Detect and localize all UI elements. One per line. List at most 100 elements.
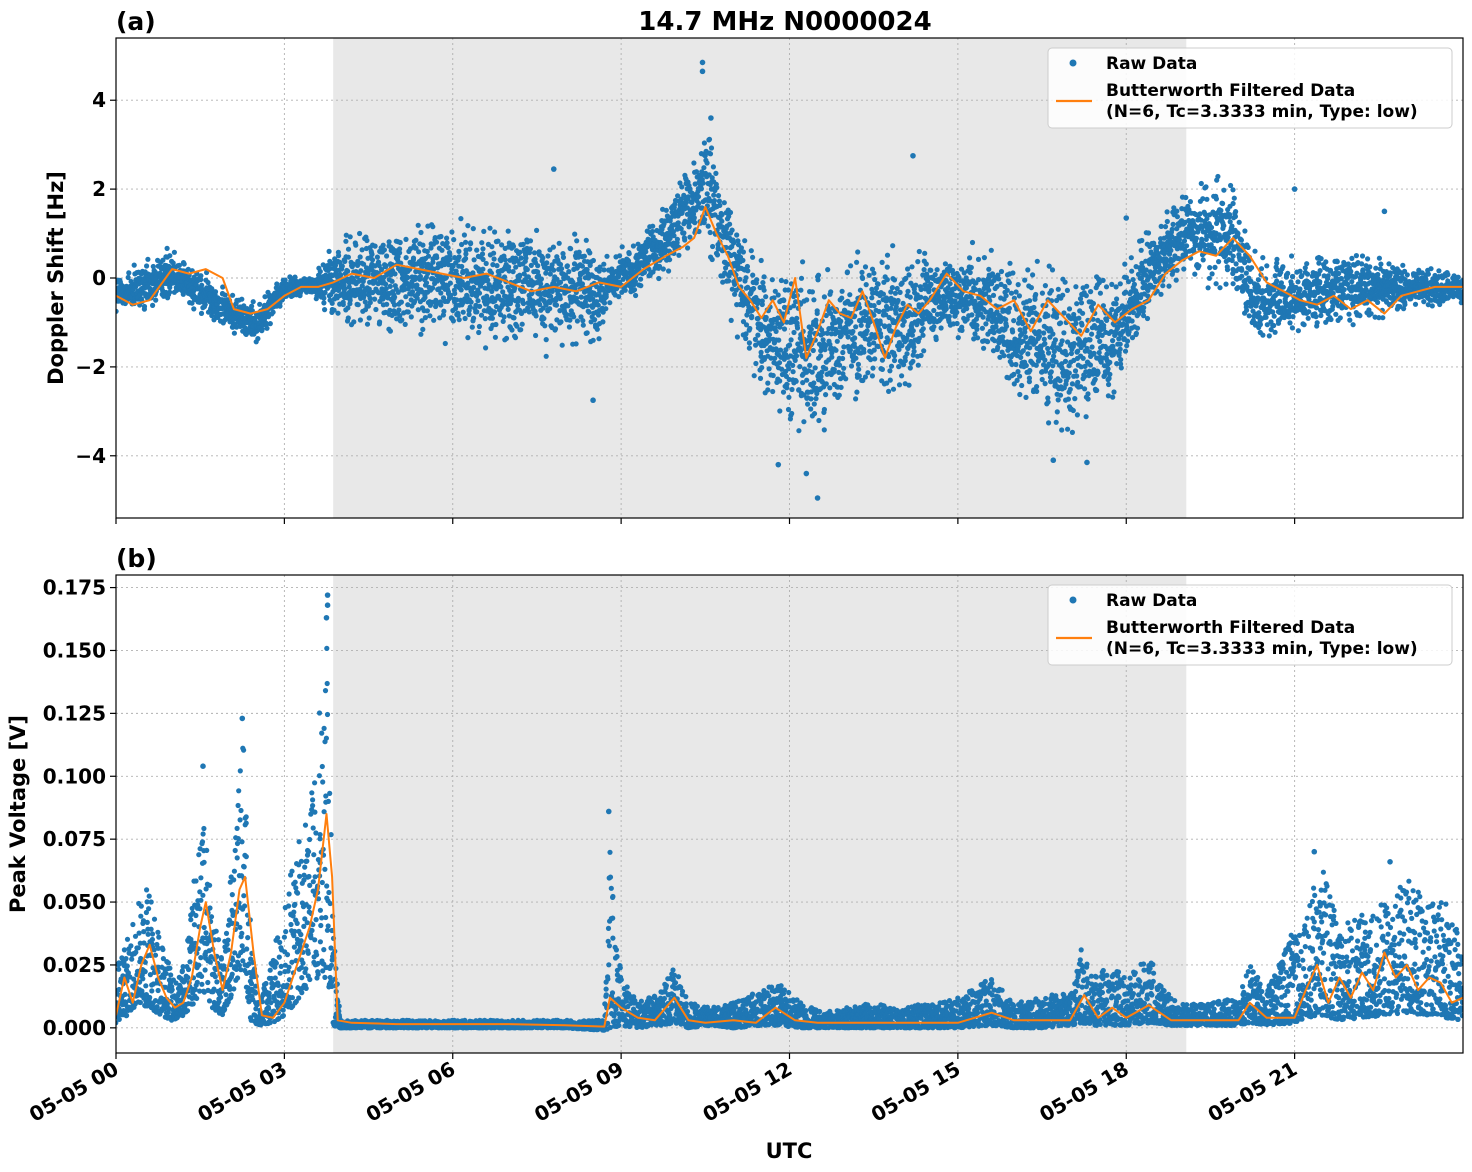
raw-point <box>1213 281 1219 287</box>
raw-point <box>1078 300 1085 306</box>
raw-point <box>430 224 436 230</box>
raw-point <box>535 263 541 269</box>
raw-point <box>336 287 342 293</box>
raw-point <box>342 258 348 264</box>
raw-point <box>1013 289 1019 295</box>
raw-point <box>685 194 692 200</box>
raw-point <box>1036 329 1042 335</box>
raw-point <box>726 213 732 219</box>
raw-point <box>954 309 960 315</box>
raw-point <box>533 332 539 339</box>
raw-point <box>988 247 994 253</box>
raw-point <box>1083 293 1089 299</box>
raw-point <box>905 266 911 272</box>
raw-point <box>821 294 828 300</box>
raw-point <box>476 290 483 296</box>
raw-point <box>740 249 747 255</box>
raw-point <box>552 326 559 332</box>
raw-point <box>1066 306 1073 312</box>
raw-point <box>879 366 886 372</box>
raw-point <box>526 309 532 315</box>
raw-point <box>719 218 725 224</box>
raw-point <box>1059 338 1065 344</box>
raw-point <box>220 284 226 290</box>
raw-point <box>355 258 361 264</box>
raw-point <box>900 300 906 306</box>
raw-point <box>906 382 912 388</box>
raw-point <box>566 269 572 275</box>
raw-point <box>447 292 454 298</box>
raw-point <box>974 326 980 332</box>
raw-point <box>916 248 922 255</box>
raw-point <box>397 239 403 246</box>
raw-point <box>362 292 368 298</box>
raw-point <box>728 317 734 323</box>
raw-point <box>573 295 580 301</box>
raw-point <box>1124 343 1130 349</box>
raw-point <box>1033 291 1039 298</box>
raw-point <box>181 261 187 267</box>
raw-point <box>1070 407 1076 414</box>
raw-point <box>487 225 493 231</box>
raw-point <box>1050 363 1056 369</box>
raw-point <box>167 253 173 259</box>
raw-point <box>1229 257 1235 264</box>
raw-point <box>726 278 732 284</box>
raw-point <box>959 324 965 330</box>
raw-point <box>1026 379 1032 385</box>
raw-point <box>850 328 856 335</box>
raw-point <box>1123 289 1129 295</box>
raw-point <box>1230 281 1236 287</box>
raw-point <box>257 301 263 307</box>
raw-point <box>475 298 481 304</box>
raw-point <box>601 287 607 293</box>
raw-point <box>150 263 156 270</box>
raw-point <box>551 267 557 273</box>
raw-point <box>892 290 899 296</box>
raw-point <box>459 241 465 248</box>
raw-point <box>498 284 504 290</box>
raw-point <box>801 419 807 425</box>
raw-point <box>461 232 467 238</box>
raw-point <box>649 228 656 235</box>
raw-point <box>520 300 527 307</box>
raw-point <box>1046 263 1052 269</box>
raw-point <box>1129 318 1135 324</box>
raw-point <box>808 326 814 332</box>
raw-point <box>854 259 860 265</box>
raw-point <box>509 327 515 333</box>
raw-point <box>968 295 975 301</box>
raw-point <box>607 300 613 306</box>
raw-point <box>359 283 365 289</box>
raw-point <box>580 318 586 324</box>
raw-point <box>387 283 393 289</box>
raw-point <box>361 261 367 267</box>
raw-point <box>704 160 710 166</box>
raw-point <box>415 291 421 297</box>
raw-point <box>797 364 803 370</box>
raw-point <box>998 281 1004 287</box>
raw-point <box>458 287 464 293</box>
raw-point <box>1097 338 1103 344</box>
raw-point <box>763 327 769 333</box>
raw-point <box>578 294 584 300</box>
raw-point <box>1011 295 1018 301</box>
raw-point <box>1026 375 1032 381</box>
raw-point <box>1154 246 1160 252</box>
raw-point <box>686 224 692 230</box>
raw-point <box>1060 292 1066 298</box>
raw-point <box>485 277 491 283</box>
figure-title: 14.7 MHz N0000024 <box>638 7 931 37</box>
raw-point <box>791 303 797 309</box>
raw-point <box>1083 414 1089 420</box>
raw-point <box>1004 287 1010 293</box>
raw-point <box>601 261 607 267</box>
raw-point <box>604 253 610 259</box>
raw-point <box>1045 395 1051 401</box>
raw-point <box>823 366 829 372</box>
raw-point <box>837 324 843 330</box>
raw-point <box>1011 318 1017 324</box>
raw-point <box>713 170 719 176</box>
raw-point <box>1122 348 1129 354</box>
raw-point <box>343 238 349 244</box>
